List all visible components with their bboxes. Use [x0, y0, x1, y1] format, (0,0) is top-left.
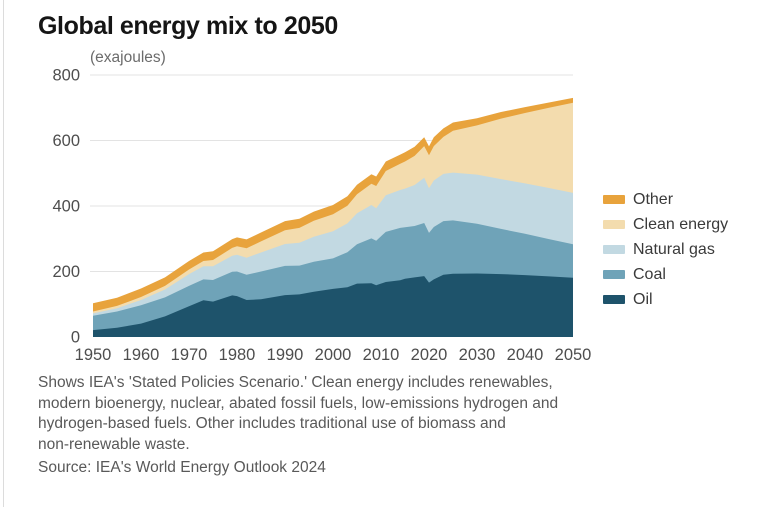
legend-label: Coal [633, 265, 666, 283]
x-axis-tick: 2000 [315, 346, 352, 364]
x-axis-tick: 2020 [411, 346, 448, 364]
x-axis-tick: 1970 [171, 346, 208, 364]
y-axis-tick: 0 [71, 329, 80, 347]
footnote-line: hydrogen-based fuels. Other includes tra… [38, 415, 506, 432]
legend-item-coal: Coal [603, 262, 728, 287]
coal-swatch [603, 270, 625, 279]
natural-gas-swatch [603, 245, 625, 254]
clean-energy-swatch [603, 220, 625, 229]
source-line: Source: IEA's World Energy Outlook 2024 [38, 459, 326, 476]
x-axis-tick: 2040 [507, 346, 544, 364]
legend-item-natural-gas: Natural gas [603, 237, 728, 262]
y-axis-tick: 200 [52, 263, 80, 281]
x-axis-tick: 1980 [219, 346, 256, 364]
legend: Other Clean energy Natural gas Coal Oil [603, 187, 728, 312]
units-label: (exajoules) [90, 49, 166, 66]
legend-label: Oil [633, 290, 653, 308]
legend-label: Natural gas [633, 240, 715, 258]
other-swatch [603, 195, 625, 204]
legend-label: Other [633, 190, 674, 208]
legend-label: Clean energy [633, 215, 729, 233]
chart-title: Global energy mix to 2050 [38, 12, 338, 40]
legend-item-other: Other [603, 187, 728, 212]
x-axis-tick: 2030 [459, 346, 496, 364]
footnote-line: Shows IEA's 'Stated Policies Scenario.' … [38, 374, 553, 391]
x-axis-tick: 1950 [75, 346, 112, 364]
legend-item-oil: Oil [603, 287, 728, 312]
x-axis-tick: 2050 [555, 346, 592, 364]
oil-swatch [603, 295, 625, 304]
footnote: Shows IEA's 'Stated Policies Scenario.' … [38, 373, 558, 455]
x-axis-tick: 1990 [267, 346, 304, 364]
left-border [3, 0, 4, 507]
x-axis-tick: 2010 [363, 346, 400, 364]
footnote-line: modern bioenergy, nuclear, abated fossil… [38, 394, 559, 412]
footnote-line: non-renewable waste. [38, 435, 190, 453]
area-oil [93, 273, 573, 337]
legend-item-clean-energy: Clean energy [603, 212, 728, 237]
y-axis-tick: 800 [52, 67, 80, 85]
y-axis-tick: 400 [52, 198, 80, 216]
x-axis-tick: 1960 [123, 346, 160, 364]
y-axis-tick: 600 [52, 132, 80, 150]
